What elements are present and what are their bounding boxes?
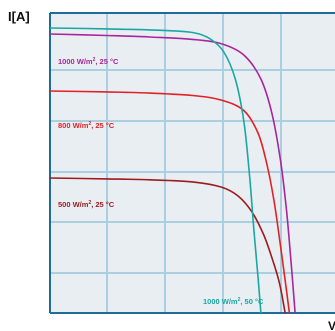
plot-background xyxy=(50,13,335,313)
series-label-2: 800 W/m2, 25 °C xyxy=(58,121,115,130)
plot-area: 1000 W/m2, 25 °C 800 W/m2, 25 °C 500 W/m2,… xyxy=(49,12,335,314)
series-line-1 xyxy=(49,33,296,314)
series-label-1: 1000 W/m2, 25 °C xyxy=(58,57,119,66)
series-label-4: 1000 W/m2, 50 °C xyxy=(203,297,264,306)
x-axis-label: V xyxy=(328,319,335,331)
series-line-3 xyxy=(49,177,286,314)
series-label-3: 500 W/m2, 25 °C xyxy=(58,200,115,209)
y-axis-label: I[A] xyxy=(8,9,30,24)
series-line-2 xyxy=(49,90,291,314)
series-line-4 xyxy=(49,27,262,314)
